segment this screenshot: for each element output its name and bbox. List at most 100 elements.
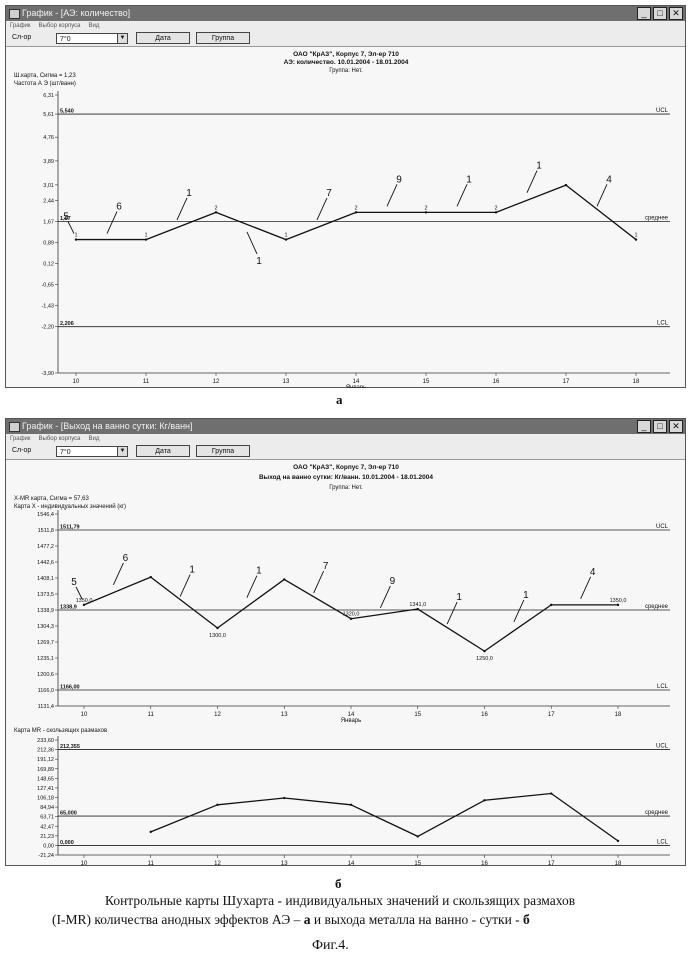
- data-point-label: 1: [74, 233, 77, 239]
- data-point: [483, 650, 485, 652]
- data-point: [145, 238, 147, 240]
- annotation-leader: [177, 198, 187, 220]
- chevron-down-icon[interactable]: ▼: [117, 34, 127, 43]
- annotation-number: 1: [256, 256, 262, 267]
- x-tick-label: 18: [615, 712, 622, 718]
- ucl-line-label: UCL: [656, 744, 669, 750]
- annotation-leader: [597, 184, 607, 206]
- maximize-icon[interactable]: □: [653, 420, 667, 433]
- chart-a: ОАО "КрАЗ", Корпус 7, Эл-ер 710 АЭ: коли…: [6, 47, 685, 388]
- filter-select[interactable]: 7°0 ▼: [56, 33, 128, 44]
- y-tick-label: 1,67: [43, 219, 54, 225]
- close-icon[interactable]: ✕: [669, 420, 683, 433]
- menu-item-view[interactable]: Вид: [88, 434, 99, 444]
- annotation-number: 7: [326, 188, 332, 199]
- data-segment: [146, 212, 216, 239]
- center-line-label: среднее: [645, 604, 669, 610]
- data-point-label: 1320,0: [343, 612, 360, 618]
- data-point: [495, 211, 497, 213]
- chart-window-a: График - [АЭ: количество] _ □ ✕ График В…: [5, 5, 686, 388]
- date-button[interactable]: Дата: [136, 32, 190, 44]
- annotation-leader: [68, 222, 74, 234]
- data-point: [417, 835, 419, 837]
- chart-b: ОАО "КрАЗ", Корпус 7, Эл-ер 710 Выход на…: [6, 460, 685, 866]
- annotation-number: 9: [390, 576, 396, 587]
- annotation-number: 6: [116, 202, 122, 213]
- data-segment: [218, 798, 285, 805]
- y-tick-label: 1166,0: [38, 688, 54, 694]
- x-tick-label: 11: [143, 379, 150, 385]
- chart-header-2: АЭ: количество. 10.01.2004 - 18.01.2004: [284, 59, 409, 66]
- data-point-label: 2: [214, 205, 217, 211]
- data-point-label: 1300,0: [209, 633, 226, 639]
- date-button[interactable]: Дата: [136, 445, 190, 457]
- x-tick-label: 14: [348, 861, 355, 866]
- menu-item-view[interactable]: Вид: [88, 21, 99, 31]
- annotation-number: 4: [590, 567, 596, 578]
- menu-item-select-building[interactable]: Выбор корпуса: [39, 434, 81, 444]
- ucl-line-label: UCL: [656, 108, 669, 114]
- y-tick-label: 0,00: [43, 843, 54, 849]
- annotation-number: 5: [63, 212, 69, 223]
- maximize-icon[interactable]: □: [653, 7, 667, 20]
- data-segment: [496, 185, 566, 212]
- close-icon[interactable]: ✕: [669, 7, 683, 20]
- menu-item-select-building[interactable]: Выбор корпуса: [39, 21, 81, 31]
- filter-label: Сл-ор: [12, 34, 31, 41]
- data-point-label: 1250,0: [476, 656, 493, 662]
- y-tick-label: 127,41: [37, 786, 54, 792]
- annotation-leader: [247, 232, 257, 254]
- data-point: [83, 604, 85, 606]
- y-tick-label: 2,44: [43, 198, 54, 204]
- data-segment: [216, 212, 286, 239]
- ucl-line-label: UCL: [656, 524, 669, 530]
- lcl-line-label: LCL: [657, 684, 669, 690]
- data-segment: [351, 609, 418, 619]
- data-point: [150, 831, 152, 833]
- y-tick-label: -21,24: [38, 853, 54, 859]
- data-point: [565, 184, 567, 186]
- data-segment: [351, 805, 418, 837]
- y-tick-label: 3,01: [43, 183, 54, 189]
- group-button[interactable]: Группа: [196, 445, 250, 457]
- data-point-label: 1341,0: [409, 602, 426, 608]
- annotation-number: 1: [256, 566, 262, 577]
- plot-area-b: ОАО "КрАЗ", Корпус 7, Эл-ер 710 Выход на…: [6, 459, 685, 865]
- x-tick-label: 11: [148, 861, 155, 866]
- chart-header-1: ОАО "КрАЗ", Корпус 7, Эл-ер 710: [293, 51, 399, 58]
- toolbar-a: Сл-ор 7°0 ▼ Дата Группа: [6, 32, 685, 46]
- annotation-leader: [107, 212, 117, 234]
- annotation-leader: [113, 563, 123, 585]
- ucl-line-value: 212,355: [60, 744, 80, 750]
- y-tick-label: 1131,4: [38, 704, 54, 710]
- annotation-number: 7: [323, 561, 329, 572]
- ucl-line-value: 5,540: [60, 109, 74, 115]
- minimize-icon[interactable]: _: [637, 420, 651, 433]
- chevron-down-icon[interactable]: ▼: [117, 447, 127, 456]
- x-tick-label: 13: [281, 861, 288, 866]
- annotation-leader: [581, 577, 591, 599]
- filter-select[interactable]: 7°0 ▼: [56, 446, 128, 457]
- y-tick-label: 84,94: [40, 805, 54, 811]
- annotation-leader: [380, 586, 390, 608]
- figure-label-a: а: [336, 392, 343, 408]
- minimize-icon[interactable]: _: [637, 7, 651, 20]
- lcl-line-label: LCL: [657, 321, 669, 327]
- y-tick-label: -3,90: [41, 371, 54, 377]
- caption-text: (I-MR) количества анодных эффектов АЭ –: [52, 912, 304, 927]
- x-tick-label: 11: [148, 712, 155, 718]
- x-tick-label: 15: [414, 861, 421, 866]
- annotation-leader: [527, 171, 537, 193]
- data-point: [216, 627, 218, 629]
- x-tick-label: 10: [81, 712, 88, 718]
- data-point: [617, 840, 619, 842]
- menu-item-chart[interactable]: График: [10, 21, 31, 31]
- group-button[interactable]: Группа: [196, 32, 250, 44]
- x-tick-label: 17: [548, 861, 555, 866]
- menu-item-chart[interactable]: График: [10, 434, 31, 444]
- y-tick-label: 1269,7: [37, 640, 54, 646]
- ucl-line-value: 1511,79: [60, 525, 80, 531]
- data-point: [425, 211, 427, 213]
- title-bar-b: График - [Выход на ванно сутки: Кг/ванн]…: [6, 419, 685, 434]
- data-point: [483, 799, 485, 801]
